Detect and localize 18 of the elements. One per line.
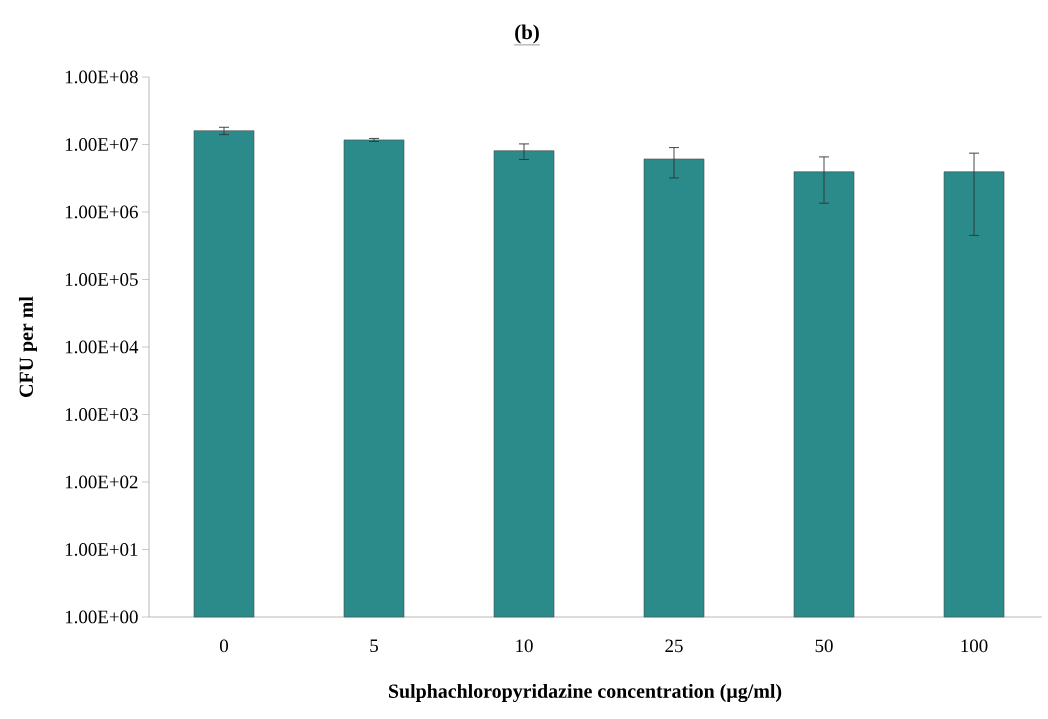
y-axis-title: CFU per ml [18,296,38,397]
y-tick-label: 1.00E+07 [65,138,138,151]
x-tick-label: 0 [219,639,228,653]
y-tick-label: 1.00E+01 [65,543,138,556]
y-tick-label: 1.00E+00 [65,610,138,624]
chart-title: (b) [515,24,539,44]
x-axis-title: Sulphachloropyridazine concentration (µg/ml) [389,683,782,703]
x-tick-label: 10 [516,639,533,653]
y-tick-label: 1.00E+06 [65,205,138,219]
x-tick-label: 50 [815,639,833,653]
y-tick-label: 1.00E+02 [65,475,138,489]
x-tick-label: 25 [665,639,683,653]
y-tick-label: 1.00E+04 [65,340,139,354]
y-tick-label: 1.00E+08 [65,70,138,84]
y-tick-label: 1.00E+03 [65,408,138,421]
x-tick-label: 5 [370,639,378,653]
x-tick-label: 100 [961,639,988,653]
y-tick-label: 1.00E+05 [65,273,138,286]
